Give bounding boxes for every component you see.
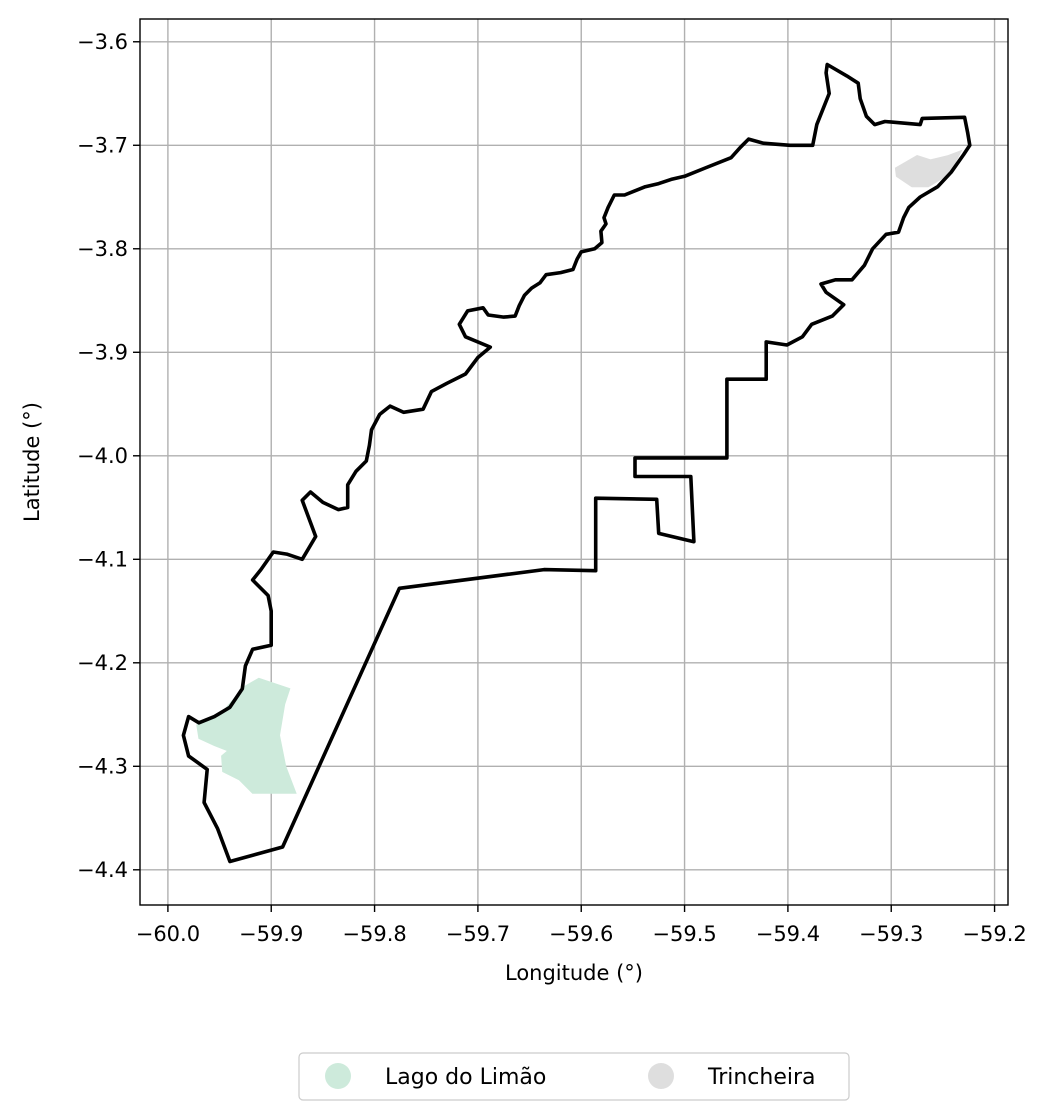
x-tick-label: −59.8 — [342, 922, 406, 946]
area-trincheira — [894, 149, 963, 188]
legend-label-lago-do-limao: Lago do Limão — [385, 1065, 546, 1090]
y-axis-ticks: −3.6 −3.7 −3.8 −3.9 −4.0 −4.1 −4.2 −4.3 −4.4 — [77, 30, 140, 882]
x-tick-label: −59.6 — [549, 922, 613, 946]
y-tick-label: −4.4 — [77, 858, 128, 882]
x-tick-label: −59.3 — [859, 922, 923, 946]
x-tick-label: −59.2 — [962, 922, 1026, 946]
legend: Lago do Limão Trincheira — [298, 1052, 850, 1101]
x-tick-label: −59.7 — [446, 922, 510, 946]
x-tick-label: −59.5 — [652, 922, 716, 946]
area-lago-do-limao — [196, 677, 297, 794]
boundary-outline — [181, 62, 972, 864]
y-tick-label: −3.6 — [77, 30, 128, 54]
x-axis-label: Longitude (°) — [505, 961, 643, 985]
y-tick-label: −3.7 — [77, 133, 128, 157]
x-tick-label: −60.0 — [136, 922, 200, 946]
y-tick-label: −4.0 — [77, 444, 128, 468]
plot-frame — [139, 18, 1009, 906]
legend-marker-lago-do-limao — [325, 1063, 351, 1089]
area-polygons — [196, 149, 963, 794]
y-tick-label: −3.8 — [77, 237, 128, 261]
y-tick-label: −4.2 — [77, 651, 128, 675]
y-tick-label: −4.1 — [77, 547, 128, 571]
x-axis-ticks: −60.0 −59.9 −59.8 −59.7 −59.6 −59.5 −59.4 −59.3… — [136, 905, 1027, 946]
x-tick-label: −59.4 — [756, 922, 820, 946]
y-axis-label: Latitude (°) — [20, 402, 44, 522]
y-tick-label: −3.9 — [77, 340, 128, 364]
y-tick-label: −4.3 — [77, 754, 128, 778]
grid-lines — [140, 19, 1008, 905]
legend-label-trincheira: Trincheira — [707, 1065, 816, 1090]
boundary-polygon — [181, 62, 972, 864]
x-tick-label: −59.9 — [239, 922, 303, 946]
legend-frame — [298, 1052, 850, 1101]
legend-marker-trincheira — [648, 1063, 674, 1089]
